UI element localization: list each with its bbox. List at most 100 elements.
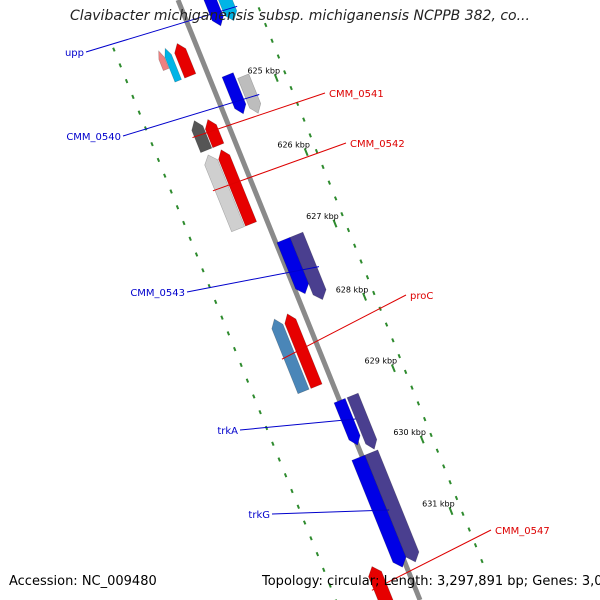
gene-arrow[interactable]	[364, 449, 420, 563]
rail-dot	[315, 551, 320, 557]
rail-dot	[201, 268, 205, 273]
rail-dot	[448, 479, 452, 485]
rail-dot	[327, 180, 331, 185]
major-tick	[273, 73, 279, 82]
rail-dot	[442, 464, 446, 469]
gene-leader-line	[122, 93, 260, 137]
rail-dot	[296, 504, 300, 510]
rail-dot	[163, 173, 167, 178]
gene-label[interactable]: proC	[410, 291, 433, 302]
major-tick	[303, 148, 309, 157]
gene-arrow[interactable]	[204, 154, 245, 233]
gene-label[interactable]: CMM_0547	[495, 526, 550, 537]
rail-dot	[156, 157, 161, 163]
rail-dot	[220, 315, 224, 320]
rail-dot	[302, 520, 307, 525]
rail-dot	[112, 47, 116, 52]
rail-dot	[233, 346, 237, 352]
gene-arrow[interactable]	[191, 120, 213, 153]
major-tick	[448, 506, 454, 516]
gene-arrow[interactable]	[351, 454, 407, 568]
gene-label[interactable]: CMM_0543	[130, 288, 185, 299]
rail-dot	[239, 362, 243, 368]
gene-leader-line	[85, 5, 238, 53]
rail-dot	[328, 583, 332, 588]
gene-label[interactable]: CMM_0540	[66, 132, 121, 143]
rail-dot	[277, 457, 281, 462]
rail-dot	[359, 259, 363, 264]
tick-label: 627 kbp	[306, 212, 339, 221]
rail-dot	[340, 211, 344, 217]
gene-leader-line	[212, 142, 347, 192]
rail-dot	[461, 511, 465, 516]
gene-label[interactable]: CMM_0541	[329, 89, 384, 100]
gene-arrow[interactable]	[289, 231, 327, 301]
gene-label[interactable]: CMM_0542	[350, 139, 405, 150]
rail-dot	[480, 558, 484, 564]
rail-dot	[245, 378, 250, 383]
rail-dot	[333, 196, 338, 201]
gene-leader-line	[371, 529, 492, 591]
tick-label: 631 kbp	[422, 500, 455, 509]
rail-dot	[169, 189, 173, 194]
rail-dot	[252, 394, 256, 399]
rail-dot	[271, 441, 275, 446]
tick-label: 625 kbp	[247, 66, 280, 75]
rail-dot	[365, 275, 370, 280]
rail-dot	[302, 117, 306, 122]
gene-arrow[interactable]	[346, 392, 378, 450]
rail-dot	[423, 416, 427, 422]
gene-arrow[interactable]	[204, 119, 225, 149]
rail-dot	[150, 141, 154, 147]
major-tick	[390, 364, 396, 373]
major-tick	[419, 435, 425, 444]
gene-arrow[interactable]	[164, 47, 182, 83]
rail-dot	[290, 488, 294, 494]
rail-dot	[144, 126, 148, 131]
gene-leader-line	[271, 509, 390, 515]
gene-arrow[interactable]	[237, 73, 262, 114]
rail-dot	[289, 85, 293, 91]
tick-label: 628 kbp	[336, 285, 369, 294]
genome-stats-text: Topology: circular; Length: 3,297,891 bp…	[262, 574, 600, 589]
rail-dot	[429, 432, 433, 438]
gene-arrow[interactable]	[158, 50, 170, 71]
gene-label[interactable]: upp	[65, 48, 84, 59]
rail-dot	[309, 536, 313, 541]
gene-label[interactable]: trkA	[217, 426, 238, 437]
rail-dot	[321, 164, 325, 170]
rail-dot	[283, 473, 288, 478]
rail-dot	[403, 369, 408, 375]
rail-dot	[467, 527, 471, 532]
rail-dot	[194, 252, 199, 257]
gene-arrow[interactable]	[368, 566, 398, 600]
gene-leader-line	[239, 418, 356, 431]
rail-dot	[124, 78, 129, 84]
gene-leader-line	[281, 294, 407, 360]
gene-label[interactable]: trkG	[248, 510, 270, 521]
rail-dot	[397, 353, 401, 359]
rail-dot	[257, 7, 262, 12]
rail-dot	[410, 385, 414, 390]
gene-arrow[interactable]	[174, 42, 197, 79]
gene-arrow[interactable]	[205, 0, 238, 22]
rail-dot	[131, 94, 135, 100]
gene-arrow[interactable]	[271, 318, 310, 395]
rail-dot	[391, 338, 395, 343]
rail-dot	[182, 220, 186, 226]
rail-dot	[283, 70, 287, 75]
gene-arrow[interactable]	[276, 236, 309, 295]
gene-arrow[interactable]	[333, 398, 361, 446]
rail-dot	[314, 148, 319, 154]
major-tick	[332, 219, 338, 228]
rail-dot	[264, 22, 268, 28]
rail-dot	[416, 401, 421, 406]
rail-dot	[384, 322, 389, 327]
gene-arrow[interactable]	[284, 313, 323, 389]
gene-leader-line	[186, 266, 320, 293]
rail-dot	[276, 54, 281, 59]
gene-arrow[interactable]	[218, 149, 258, 227]
rail-dot	[322, 567, 326, 573]
rail-dot	[270, 38, 274, 43]
